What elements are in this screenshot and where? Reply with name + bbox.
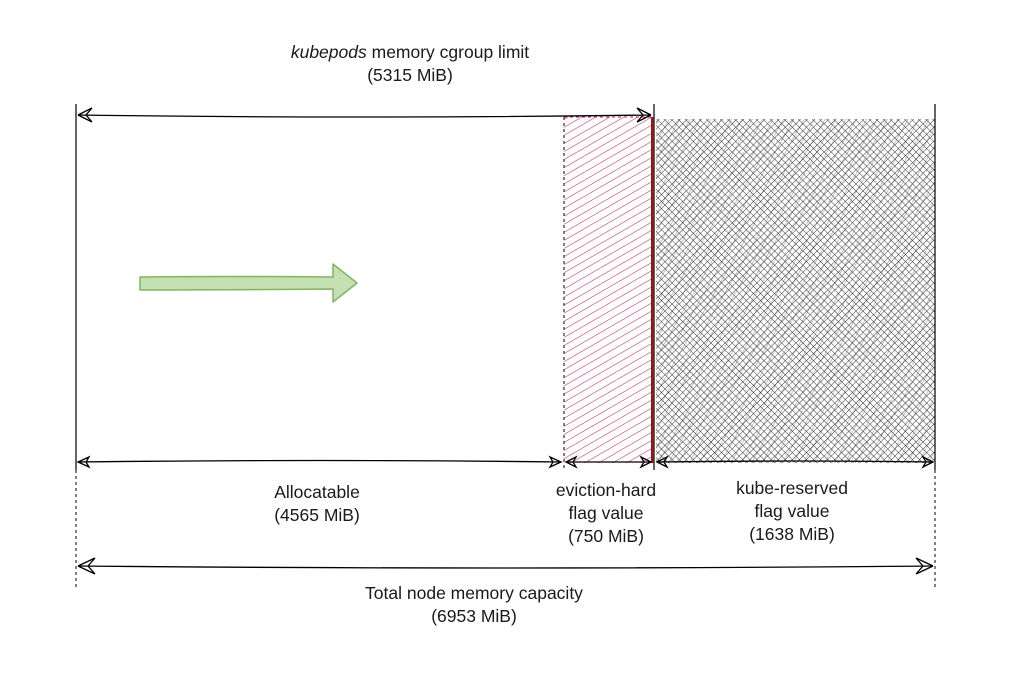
total-capacity-label: Total node memory capacity (6953 MiB) xyxy=(274,582,674,628)
kubepods-limit-value: (5315 MiB) xyxy=(367,65,453,85)
total-capacity-arrow xyxy=(77,557,934,575)
eviction-hard-arrow xyxy=(564,455,653,469)
kubepods-limit-label: kubepods memory cgroup limit (5315 MiB) xyxy=(210,41,610,87)
kube-reserved-label: kube-reserved flag value (1638 MiB) xyxy=(712,477,872,546)
growth-direction-arrow xyxy=(139,263,358,303)
eviction-hard-value: (750 MiB) xyxy=(568,526,644,546)
eviction-hard-line1: eviction-hard xyxy=(555,480,657,500)
kube-reserved-value: (1638 MiB) xyxy=(749,524,835,544)
kubepods-word: kubepods xyxy=(290,42,367,62)
allocatable-arrow xyxy=(76,455,563,469)
total-capacity-name: Total node memory capacity xyxy=(365,583,583,603)
kube-reserved-line2: flag value xyxy=(754,501,830,521)
eviction-hard-label: eviction-hard flag value (750 MiB) xyxy=(536,479,676,548)
allocatable-value: (4565 MiB) xyxy=(274,505,360,525)
total-capacity-value: (6953 MiB) xyxy=(431,606,517,626)
eviction-hard-region xyxy=(564,117,652,463)
kube-reserved-region-overlay-c xyxy=(656,119,935,463)
kubepods-limit-rest: memory cgroup limit xyxy=(366,42,530,62)
kubepods-limit-arrow xyxy=(77,107,652,123)
allocatable-label: Allocatable (4565 MiB) xyxy=(217,481,417,527)
kube-reserved-arrow xyxy=(655,455,935,469)
allocatable-name: Allocatable xyxy=(274,482,360,502)
eviction-hard-line2: flag value xyxy=(568,503,644,523)
kube-reserved-line1: kube-reserved xyxy=(736,478,848,498)
